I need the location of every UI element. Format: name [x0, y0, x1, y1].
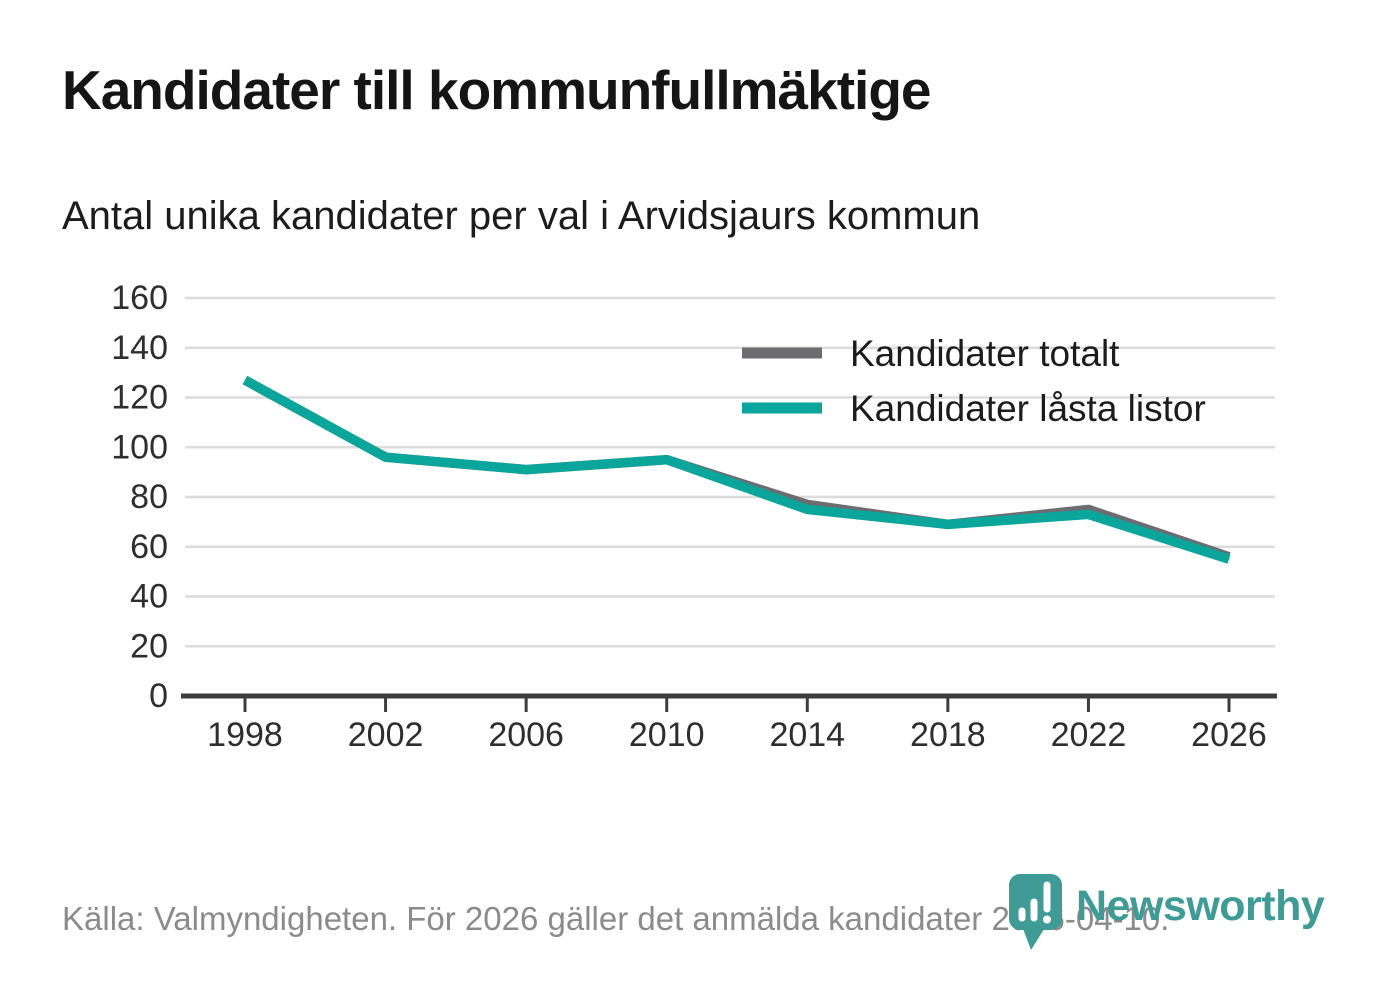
line-chart: 0 20 40 60 80 100 120 140 160 1998 2002 2006 2010 201… — [111, 279, 1277, 754]
x-tick-label: 2018 — [910, 716, 986, 754]
chart-title: Kandidater till kommunfullmäktige — [62, 59, 932, 121]
chart-subtitle: Antal unika kandidater per val i Arvidsj… — [62, 194, 981, 238]
logo-pin-tail — [1022, 926, 1046, 950]
y-tick-label: 80 — [130, 478, 168, 516]
x-tick-label: 2026 — [1191, 716, 1267, 754]
y-tick-label: 60 — [130, 528, 168, 566]
y-tick-label: 120 — [111, 379, 168, 417]
newsworthy-logo: Newsworthy — [1008, 872, 1325, 954]
y-tick-label: 0 — [149, 677, 168, 715]
y-tick-label: 100 — [111, 428, 168, 466]
y-tick-label: 20 — [130, 627, 168, 665]
logo-exclamation-dot — [1043, 915, 1051, 924]
x-tick-label: 1998 — [207, 716, 283, 754]
x-tick-label: 2010 — [629, 716, 705, 754]
legend-label-totalt: Kandidater totalt — [850, 333, 1120, 374]
newsworthy-pin-icon — [1009, 874, 1062, 950]
x-tick-label: 2014 — [769, 716, 845, 754]
y-tick-label: 160 — [111, 279, 168, 317]
source-note: Källa: Valmyndigheten. För 2026 gäller d… — [62, 900, 1170, 937]
x-tick-label: 2022 — [1051, 716, 1127, 754]
y-tick-label: 40 — [130, 578, 168, 616]
newsworthy-wordmark: Newsworthy — [1076, 882, 1325, 930]
x-tick-label: 2006 — [488, 716, 564, 754]
y-tick-label: 140 — [111, 329, 168, 367]
series-line-lasta-listor — [242, 375, 1231, 564]
legend-label-lasta-listor: Kandidater låsta listor — [850, 388, 1206, 429]
x-tick-label: 2002 — [348, 716, 424, 754]
